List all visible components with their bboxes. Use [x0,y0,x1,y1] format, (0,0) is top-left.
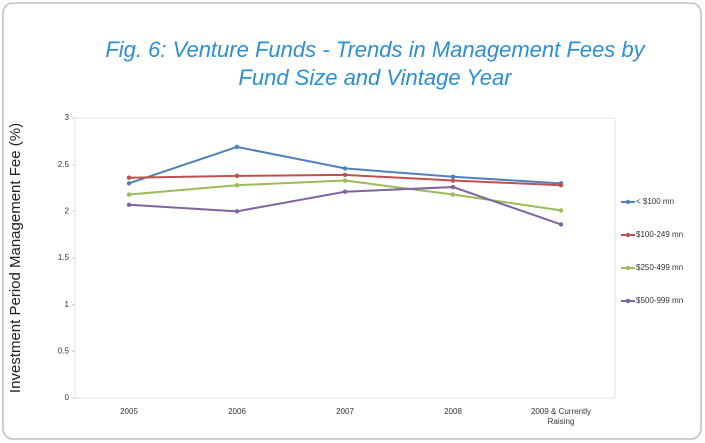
legend-label: $250-499 mn [636,263,683,272]
legend-label: $500-999 mn [636,296,683,305]
point [126,175,132,180]
point [450,192,456,197]
point [342,166,348,171]
point [558,222,564,227]
point [234,183,240,188]
y-tick-label: 0.5 [58,346,70,355]
y-tick-label: 0 [65,393,70,402]
y-tick-label: 1 [65,300,70,309]
point [126,192,132,197]
point [234,144,240,150]
point [450,178,456,183]
y-tick-label: 2.5 [58,160,70,169]
y-tick-label: 3 [65,113,70,122]
point [342,178,348,183]
point [342,189,348,194]
point [558,183,564,188]
legend-marker [625,199,631,205]
point [234,209,240,214]
legend-marker [625,265,631,271]
x-tick-label: 2009 & Currently Raising [530,407,592,426]
x-tick-label: 2006 [228,407,246,416]
y-tick-label: 1.5 [58,253,70,262]
y-axis-label: Investment Period Management Fee (%) [7,123,24,393]
point [234,173,240,179]
x-tick-label: 2007 [336,407,354,416]
point [558,208,564,213]
point [126,181,132,186]
chart-title: Fig. 6: Venture Funds - Trends in Manage… [105,37,645,90]
point [126,202,132,207]
legend-label: $100-249 mn [636,230,683,239]
legend-marker [625,232,631,238]
x-tick-label: 2005 [120,407,138,416]
point [450,184,456,190]
legend-marker [625,298,631,304]
point [450,174,456,179]
x-tick-label: 2008 [444,407,462,416]
y-tick-label: 2 [65,206,70,215]
legend-label: < $100 mn [636,197,674,206]
point [342,172,348,178]
